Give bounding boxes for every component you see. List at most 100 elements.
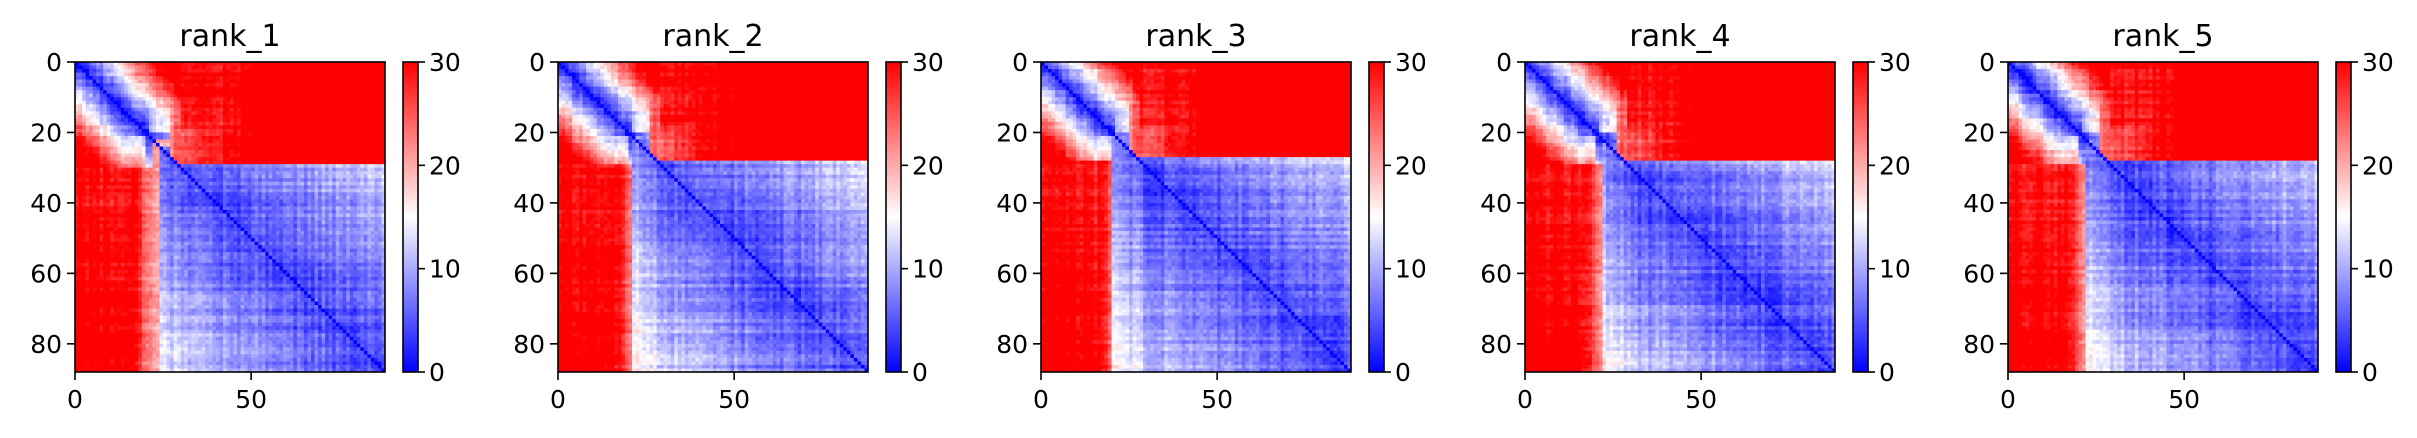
heatmap-cell (121, 104, 125, 108)
heatmap-cell (353, 73, 357, 77)
heatmap-cell (265, 143, 269, 147)
heatmap-cell (170, 80, 174, 84)
heatmap-cell (293, 189, 297, 193)
heatmap-cell (153, 97, 157, 101)
heatmap-cell (346, 104, 350, 108)
heatmap-cell (153, 175, 157, 179)
heatmap-cell (124, 192, 128, 196)
heatmap-cell (124, 157, 128, 161)
heatmap-cell (181, 171, 185, 175)
heatmap-cell (346, 210, 350, 214)
heatmap-cell (234, 154, 238, 158)
heatmap-cell (145, 196, 149, 200)
heatmap-cell (293, 164, 297, 168)
heatmap-cell (360, 73, 364, 77)
heatmap-cell (82, 157, 86, 161)
heatmap-cell (96, 161, 100, 165)
heatmap-cell (297, 125, 301, 129)
heatmap-cell (188, 157, 192, 161)
heatmap-cell (79, 94, 83, 98)
heatmap-cell (107, 132, 111, 136)
heatmap-cell (100, 189, 104, 193)
heatmap-cell (244, 76, 248, 80)
heatmap-cell (170, 168, 174, 172)
heatmap-cell (367, 157, 371, 161)
heatmap-cell (237, 189, 241, 193)
heatmap-cell (209, 157, 213, 161)
heatmap-cell (290, 73, 294, 77)
heatmap-cell (191, 108, 195, 112)
heatmap-cell (79, 101, 83, 105)
heatmap-cell (346, 143, 350, 147)
heatmap-cell (371, 185, 375, 189)
heatmap-cell (350, 192, 354, 196)
heatmap-cell (170, 206, 174, 210)
heatmap-cell (360, 94, 364, 98)
heatmap-cell (82, 129, 86, 133)
heatmap-cell (343, 161, 347, 165)
heatmap-cell (216, 90, 220, 94)
heatmap-cell (209, 206, 213, 210)
heatmap-cell (286, 108, 290, 112)
heatmap-cell (339, 157, 343, 161)
heatmap-cell (181, 168, 185, 172)
heatmap-cell (167, 101, 171, 105)
heatmap-cell (145, 115, 149, 119)
heatmap-cell (191, 80, 195, 84)
heatmap-cell (234, 213, 238, 217)
heatmap-cell (346, 175, 350, 179)
heatmap-cell (308, 83, 312, 87)
heatmap-cell (304, 147, 308, 151)
heatmap-cell (160, 192, 164, 196)
heatmap-cell (364, 154, 368, 158)
heatmap-cell (234, 192, 238, 196)
heatmap-cell (156, 192, 160, 196)
heatmap-cell (272, 76, 276, 80)
heatmap-cell (272, 164, 276, 168)
heatmap-cell (367, 111, 371, 115)
heatmap-cell (336, 185, 340, 189)
heatmap-cell (262, 132, 266, 136)
heatmap-cell (149, 161, 153, 165)
heatmap-cell (339, 97, 343, 101)
heatmap-cell (322, 199, 326, 203)
heatmap-cell (110, 94, 114, 98)
heatmap-cell (117, 129, 121, 133)
heatmap-cell (89, 87, 93, 91)
heatmap-cell (315, 178, 319, 182)
heatmap-cell (230, 108, 234, 112)
heatmap-cell (371, 73, 375, 77)
heatmap-cell (160, 90, 164, 94)
heatmap-cell (124, 199, 128, 203)
heatmap-cell (191, 73, 195, 77)
heatmap-cell (255, 168, 259, 172)
heatmap-cell (114, 104, 118, 108)
heatmap-cell (181, 178, 185, 182)
heatmap-cell (195, 150, 199, 154)
heatmap-cell (343, 154, 347, 158)
heatmap-cell (107, 157, 111, 161)
heatmap-cell (350, 171, 354, 175)
heatmap-cell (371, 80, 375, 84)
heatmap-cell (248, 87, 252, 91)
heatmap-cell (360, 168, 364, 172)
heatmap-cell (308, 185, 312, 189)
heatmap-cell (315, 189, 319, 193)
heatmap-cell (107, 161, 111, 165)
heatmap-cell (131, 189, 135, 193)
heatmap-cell (272, 101, 276, 105)
heatmap-cell (234, 175, 238, 179)
heatmap-cell (371, 97, 375, 101)
heatmap-cell (219, 129, 223, 133)
heatmap-cell (279, 143, 283, 147)
heatmap-cell (357, 185, 361, 189)
heatmap-cell (205, 196, 209, 200)
heatmap-cell (184, 210, 188, 214)
heatmap-cell (248, 132, 252, 136)
heatmap-cell (286, 83, 290, 87)
heatmap-cell (329, 213, 333, 217)
heatmap-cell (244, 66, 248, 70)
heatmap-cell (100, 175, 104, 179)
heatmap-cell (89, 203, 93, 207)
heatmap-cell (153, 118, 157, 122)
